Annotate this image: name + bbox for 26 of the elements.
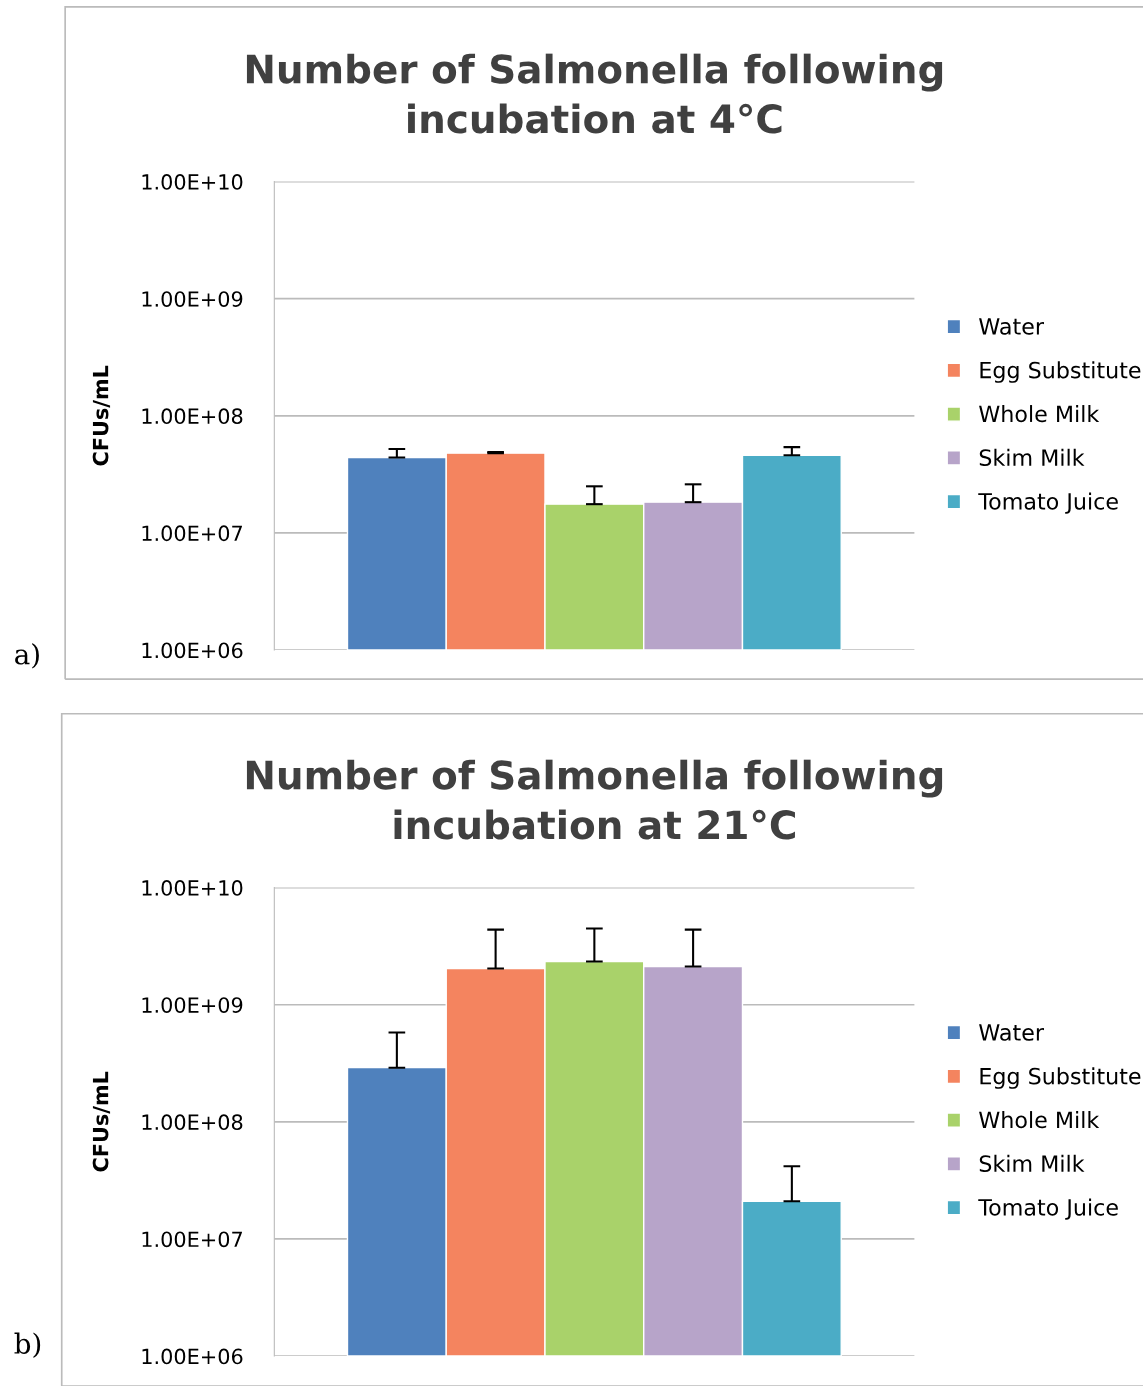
legend-label: Skim Milk [979,1154,1085,1173]
legend-label: Skim Milk [979,448,1085,466]
y-tick-label: 1.00E+10 [142,174,243,190]
y-axis-title: CFUs/mL [92,365,111,466]
legend-label: Egg Substitute [980,1067,1141,1089]
legend-label: Water [979,318,1045,335]
legend-label: Tomato Juice [978,1198,1118,1220]
text: a) [15,643,39,669]
chart-title: Number of Salmonella following incubation at 21°C [246,759,943,840]
text: b) [14,1332,41,1358]
legend-label: Tomato Juice [978,492,1118,514]
y-tick-label: 1.00E+06 [142,642,243,659]
y-tick-label: 1.00E+07 [142,1231,242,1248]
y-tick-label: 1.00E+08 [142,1114,243,1131]
y-tick-label: 1.00E+06 [142,1348,243,1365]
y-tick-label: 1.00E+09 [142,997,243,1013]
y-tick-label: 1.00E+10 [142,880,243,896]
legend-label: Whole Milk [979,405,1100,423]
y-tick-label: 1.00E+07 [142,525,242,542]
y-axis-title: CFUs/mL [92,1071,111,1172]
chart-title: Number of Salmonella following incubation at 4°C [246,53,943,134]
legend-label: Water [979,1024,1045,1041]
y-tick-label: 1.00E+09 [142,291,243,307]
y-tick-label: 1.00E+08 [142,408,243,425]
legend-label: Whole Milk [979,1111,1100,1129]
legend-label: Egg Substitute [980,361,1141,383]
